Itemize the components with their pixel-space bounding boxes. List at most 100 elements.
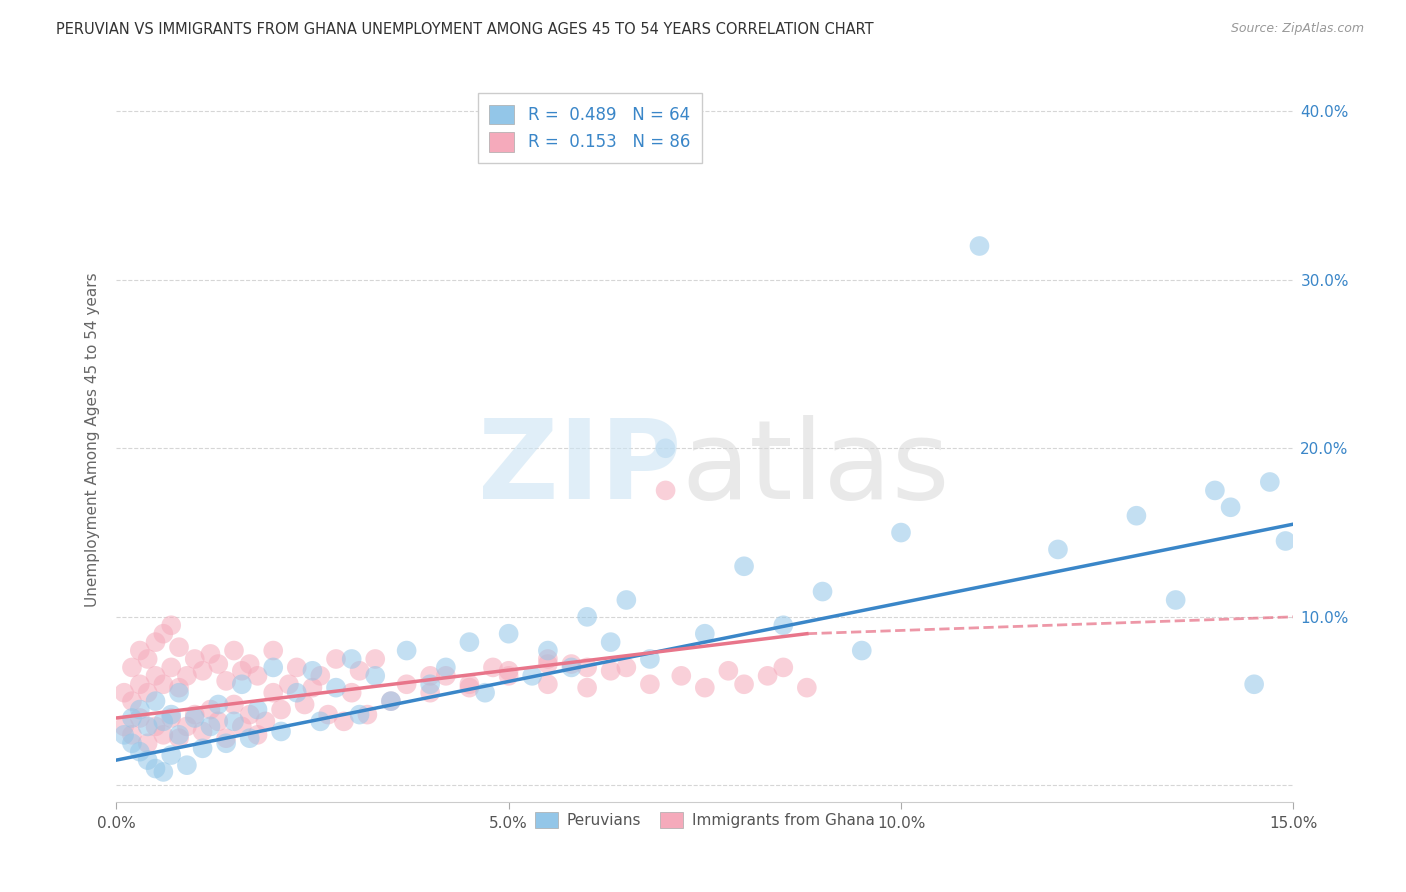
Text: atlas: atlas — [682, 416, 950, 523]
Point — [128, 643, 150, 657]
Point — [733, 677, 755, 691]
Point — [599, 664, 621, 678]
Point — [160, 618, 183, 632]
Point — [309, 714, 332, 729]
Point — [222, 643, 245, 657]
Point — [419, 677, 441, 691]
Point — [145, 762, 167, 776]
Point — [152, 764, 174, 779]
Point — [309, 669, 332, 683]
Point — [693, 681, 716, 695]
Point — [262, 643, 284, 657]
Point — [301, 681, 323, 695]
Point — [1274, 533, 1296, 548]
Point — [560, 660, 582, 674]
Point — [614, 660, 637, 674]
Point — [654, 442, 676, 456]
Point — [811, 584, 834, 599]
Point — [537, 657, 560, 671]
Point — [128, 711, 150, 725]
Point — [458, 677, 481, 691]
Point — [191, 664, 214, 678]
Point — [325, 652, 347, 666]
Point — [191, 724, 214, 739]
Point — [167, 728, 190, 742]
Point — [576, 681, 599, 695]
Point — [285, 686, 308, 700]
Point — [121, 728, 143, 742]
Point — [152, 728, 174, 742]
Point — [215, 673, 238, 688]
Point — [380, 694, 402, 708]
Legend: Peruvians, Immigrants from Ghana: Peruvians, Immigrants from Ghana — [529, 806, 882, 835]
Point — [152, 677, 174, 691]
Y-axis label: Unemployment Among Ages 45 to 54 years: Unemployment Among Ages 45 to 54 years — [86, 273, 100, 607]
Point — [145, 719, 167, 733]
Point — [772, 660, 794, 674]
Point — [239, 731, 262, 746]
Point — [136, 719, 159, 733]
Point — [176, 719, 198, 733]
Point — [498, 626, 520, 640]
Point — [458, 681, 481, 695]
Point — [262, 686, 284, 700]
Point — [184, 711, 207, 725]
Point — [152, 626, 174, 640]
Point — [262, 660, 284, 674]
Point — [207, 657, 229, 671]
Point — [364, 669, 387, 683]
Point — [796, 681, 818, 695]
Point — [380, 694, 402, 708]
Point — [184, 652, 207, 666]
Text: ZIP: ZIP — [478, 416, 682, 523]
Point — [1243, 677, 1265, 691]
Point — [277, 677, 299, 691]
Point — [121, 711, 143, 725]
Point — [537, 652, 560, 666]
Point — [349, 664, 371, 678]
Point — [349, 707, 371, 722]
Point — [614, 593, 637, 607]
Point — [160, 747, 183, 762]
Point — [136, 652, 159, 666]
Point — [693, 626, 716, 640]
Point — [395, 643, 418, 657]
Point — [498, 664, 520, 678]
Point — [121, 660, 143, 674]
Point — [285, 660, 308, 674]
Point — [191, 741, 214, 756]
Point — [294, 698, 316, 712]
Point — [121, 694, 143, 708]
Point — [176, 758, 198, 772]
Point — [167, 686, 190, 700]
Point — [395, 677, 418, 691]
Point — [316, 707, 339, 722]
Point — [222, 698, 245, 712]
Point — [136, 753, 159, 767]
Point — [112, 719, 135, 733]
Point — [167, 640, 190, 655]
Point — [1219, 500, 1241, 515]
Point — [160, 711, 183, 725]
Point — [270, 724, 292, 739]
Point — [222, 714, 245, 729]
Point — [239, 657, 262, 671]
Point — [576, 660, 599, 674]
Point — [434, 669, 457, 683]
Point — [482, 660, 505, 674]
Point — [246, 728, 269, 742]
Point — [231, 719, 253, 733]
Point — [231, 677, 253, 691]
Text: Source: ZipAtlas.com: Source: ZipAtlas.com — [1230, 22, 1364, 36]
Point — [756, 669, 779, 683]
Point — [231, 664, 253, 678]
Point — [200, 647, 222, 661]
Point — [254, 714, 277, 729]
Point — [434, 660, 457, 674]
Point — [215, 731, 238, 746]
Point — [145, 635, 167, 649]
Point — [419, 669, 441, 683]
Point — [160, 660, 183, 674]
Point — [638, 652, 661, 666]
Point — [772, 618, 794, 632]
